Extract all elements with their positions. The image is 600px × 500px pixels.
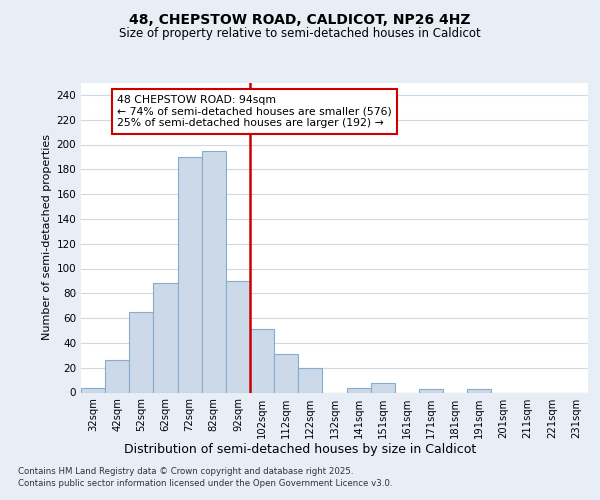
Bar xyxy=(129,312,154,392)
Bar xyxy=(250,330,274,392)
Bar xyxy=(226,281,250,392)
Bar xyxy=(347,388,371,392)
Bar xyxy=(202,150,226,392)
Text: Contains public sector information licensed under the Open Government Licence v3: Contains public sector information licen… xyxy=(18,479,392,488)
Text: 48 CHEPSTOW ROAD: 94sqm
← 74% of semi-detached houses are smaller (576)
25% of s: 48 CHEPSTOW ROAD: 94sqm ← 74% of semi-de… xyxy=(117,95,392,128)
Text: Distribution of semi-detached houses by size in Caldicot: Distribution of semi-detached houses by … xyxy=(124,442,476,456)
Text: Size of property relative to semi-detached houses in Caldicot: Size of property relative to semi-detach… xyxy=(119,28,481,40)
Bar xyxy=(81,388,105,392)
Bar xyxy=(371,382,395,392)
Bar xyxy=(105,360,129,392)
Bar xyxy=(154,284,178,393)
Text: Contains HM Land Registry data © Crown copyright and database right 2025.: Contains HM Land Registry data © Crown c… xyxy=(18,468,353,476)
Bar xyxy=(178,157,202,392)
Y-axis label: Number of semi-detached properties: Number of semi-detached properties xyxy=(42,134,52,340)
Bar xyxy=(419,389,443,392)
Bar xyxy=(298,368,322,392)
Bar xyxy=(274,354,298,393)
Text: 48, CHEPSTOW ROAD, CALDICOT, NP26 4HZ: 48, CHEPSTOW ROAD, CALDICOT, NP26 4HZ xyxy=(129,12,471,26)
Bar xyxy=(467,389,491,392)
